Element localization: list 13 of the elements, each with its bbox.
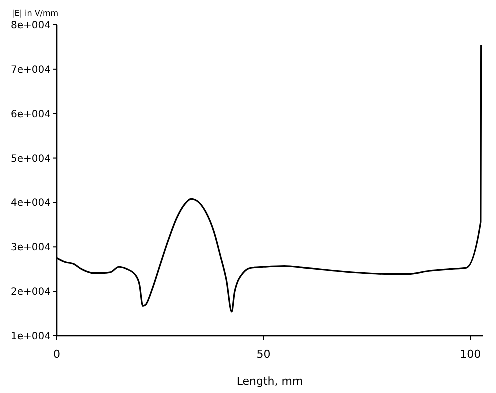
y-tick-label: 2e+004 (11, 287, 51, 298)
x-tick-label: 50 (256, 348, 271, 361)
y-tick-label: 4e+004 (11, 198, 51, 210)
y-tick-label: 6e+004 (11, 109, 51, 120)
y-tick-label: 1e+004 (11, 332, 51, 342)
x-tick-label: 100 (460, 348, 482, 361)
y-axis-title: |E| in V/mm (12, 9, 59, 18)
x-tick-label: 0 (54, 348, 60, 361)
y-tick-label: 5e+004 (11, 154, 51, 165)
y-tick-label: 3e+004 (11, 242, 51, 254)
y-tick-label: 7e+004 (11, 64, 51, 76)
y-tick-label: 8e+004 (11, 20, 51, 32)
x-axis-title: Length, mm (236, 375, 304, 388)
